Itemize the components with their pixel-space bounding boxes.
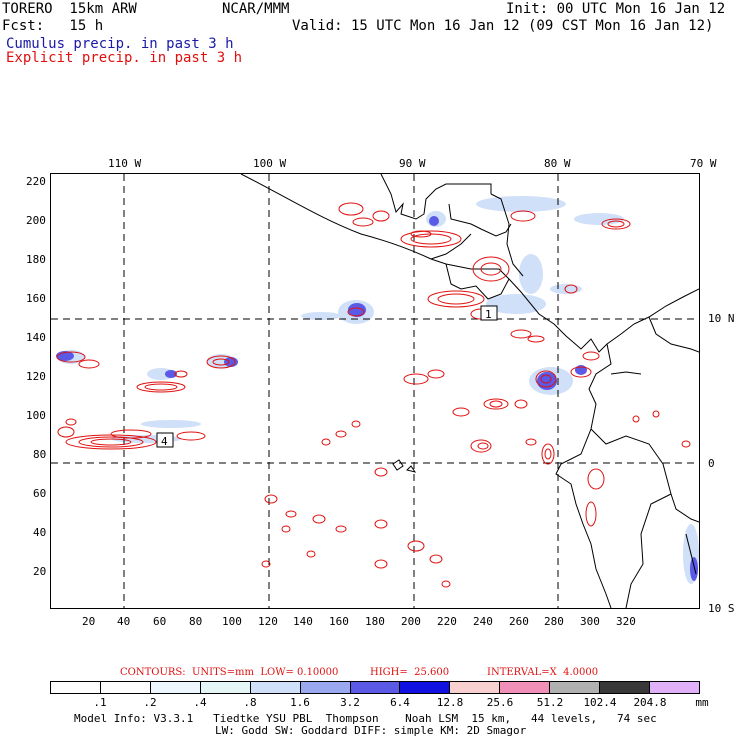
y-tick: 40 [33,526,47,539]
forecast-hour: Fcst: 15 h [2,18,104,34]
y-tick: 220 [26,175,46,188]
lon-label-110w: 110 W [108,157,142,170]
x-tick: 120 [258,615,278,628]
contour-units: CONTOURS: UNITS=mm LOW= 0.10000 [120,667,339,678]
legend-swatch [150,682,201,693]
precip-legend-bar [50,681,700,694]
station-label-4: 4 [161,435,168,448]
legend-level: 102.4 [583,696,617,709]
y-tick: 120 [26,370,46,383]
legend-level: 204.8 [633,696,667,709]
model-title: TORERO 15km ARW [2,1,137,17]
x-tick: 100 [222,615,242,628]
legend-level: .2 [143,696,157,709]
x-tick: 320 [616,615,636,628]
x-tick: 240 [473,615,493,628]
explicit-contours [56,202,691,588]
y-tick: 180 [26,253,46,266]
legend-swatch [550,682,601,693]
precip-map: 1 4 [50,173,700,609]
legend-swatch [650,682,699,693]
cumulus-cores [56,216,698,581]
lon-label-90w: 90 W [399,157,426,170]
legend-swatch [300,682,351,693]
contour-high: HIGH= 25.600 [370,667,450,678]
lon-label-70w: 70 W [690,157,717,170]
x-tick: 300 [580,615,600,628]
x-tick: 200 [401,615,421,628]
x-tick: 180 [365,615,385,628]
legend-level: .1 [93,696,107,709]
x-tick: 60 [153,615,167,628]
legend-swatch [450,682,501,693]
legend-swatch [600,682,651,693]
lat-label-0: 0 [708,457,715,470]
station-box-4: 4 [156,432,174,448]
valid-time: Valid: 15 UTC Mon 16 Jan 12 (09 CST Mon … [292,18,714,34]
x-tick: 80 [189,615,203,628]
lon-label-80w: 80 W [544,157,571,170]
y-tick: 80 [33,448,47,461]
physics-info: LW: Godd SW: Goddard DIFF: simple KM: 2D… [215,724,527,737]
x-tick: 140 [293,615,313,628]
contour-interval: INTERVAL=X 4.0000 [487,667,599,678]
x-tick: 20 [82,615,96,628]
map-canvas: 1 4 [51,174,699,608]
coastlines [240,174,699,608]
y-tick: 200 [26,214,46,227]
legend-swatch [100,682,151,693]
legend-swatch [400,682,451,693]
x-tick: 220 [437,615,457,628]
y-tick: 100 [26,409,46,422]
y-tick: 160 [26,292,46,305]
legend-level: 3.2 [340,696,360,709]
legend-swatch [350,682,401,693]
x-tick: 40 [117,615,131,628]
legend-swatch [51,682,101,693]
cumulus-precip-label: Cumulus precip. in past 3 h [6,36,234,52]
legend-level: 25.6 [486,696,514,709]
lon-label-100w: 100 W [253,157,287,170]
legend-level: .8 [243,696,257,709]
station-label-1: 1 [485,308,492,321]
legend-swatch [200,682,251,693]
legend-level: 12.8 [436,696,464,709]
y-tick: 140 [26,331,46,344]
legend-level: 6.4 [390,696,410,709]
explicit-precip-label: Explicit precip. in past 3 h [6,50,243,66]
y-tick: 60 [33,487,47,500]
model-info: Model Info: V3.3.1 Tiedtke YSU PBL Thomp… [74,712,657,725]
x-tick: 160 [329,615,349,628]
legend-level: 51.2 [536,696,564,709]
lat-label-10s: 10 S [708,602,735,615]
legend-level: .4 [193,696,207,709]
legend-swatch [250,682,301,693]
legend-swatch [500,682,551,693]
graticule [51,174,699,608]
y-tick: 20 [33,565,47,578]
legend-unit: mm [695,696,709,709]
center-title: NCAR/MMM [222,1,290,17]
init-time: Init: 00 UTC Mon 16 Jan 12 [506,1,726,17]
station-box-1: 1 [480,305,498,321]
lat-label-10n: 10 N [708,312,735,325]
x-tick: 260 [509,615,529,628]
legend-level: 1.6 [290,696,310,709]
x-tick: 280 [544,615,564,628]
